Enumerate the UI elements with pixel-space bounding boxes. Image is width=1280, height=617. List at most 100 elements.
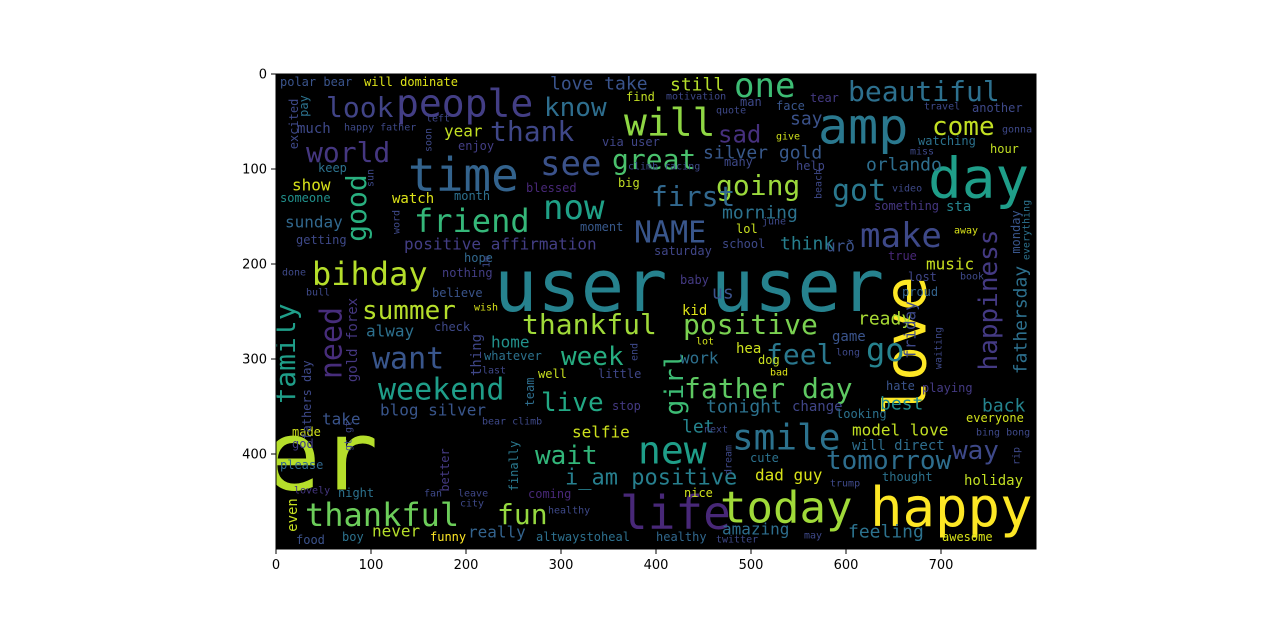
word-cloud-word: new [638, 428, 707, 472]
word-cloud-word: let [682, 416, 715, 437]
x-tick-label: 400 [644, 558, 669, 573]
word-cloud-word: god [292, 437, 314, 451]
word-cloud-word: model love [852, 421, 948, 440]
word-cloud-word: team [523, 378, 537, 407]
word-cloud-word: fan [424, 489, 442, 500]
word-cloud-word: want [372, 342, 444, 377]
word-cloud-word: orlando [866, 154, 942, 175]
word-cloud-word: live [541, 388, 604, 418]
word-cloud-word: away [954, 226, 978, 237]
word-cloud-word: change [792, 399, 843, 415]
x-tick-label: 600 [834, 558, 859, 573]
y-axis: 0 100 200 300 400 [242, 68, 276, 463]
word-cloud-word: happiness [974, 230, 1004, 371]
word-cloud-word: find [626, 90, 655, 104]
word-cloud-word: work [680, 349, 719, 368]
word-cloud-word: true [888, 249, 917, 263]
word-cloud-word: altwaystoheal [536, 530, 630, 544]
x-axis: 0 100 200 300 400 500 600 700 [272, 549, 953, 573]
word-cloud-word: hour [990, 142, 1019, 156]
word-cloud-word: soon [424, 128, 435, 152]
word-cloud-word: back [982, 395, 1026, 416]
word-cloud-word: NAME [634, 216, 706, 251]
plot-background [276, 74, 1036, 549]
word-cloud-word: got [832, 174, 886, 209]
word-cloud-word: getting [296, 233, 347, 247]
word-cloud-word: blessed [526, 181, 577, 195]
word-cloud-word: thing [469, 334, 485, 376]
word-cloud-word: motivation [666, 92, 726, 103]
word-cloud-word: first [651, 180, 735, 213]
word-cloud-word: looking [836, 407, 887, 421]
word-cloud-word: world [306, 136, 390, 169]
word-cloud-word: please [280, 458, 323, 472]
word-cloud-word: long [836, 348, 860, 359]
word-cloud-word: leave [458, 489, 488, 500]
word-cloud-word: bing bong [976, 428, 1030, 439]
word-cloud-word: beach [814, 169, 825, 199]
word-cloud-word: see [540, 144, 601, 184]
word-cloud-word: holiday [964, 473, 1023, 489]
word-cloud-word: even [285, 498, 301, 532]
word-cloud-word: polar bear [280, 75, 352, 89]
word-cloud-word: go [866, 331, 905, 369]
word-cloud-word: smile [732, 418, 840, 459]
word-cloud-word: bad [770, 368, 788, 379]
word-cloud-word: week [561, 342, 624, 372]
word-cloud-word: tonight [706, 396, 782, 417]
word-cloud-word: selfie [572, 423, 630, 442]
word-cloud-word: nice [684, 486, 713, 500]
word-cloud-word: ready [858, 308, 912, 329]
word-cloud-word: moment [580, 220, 623, 234]
word-cloud-word: gt gt [344, 421, 355, 451]
word-cloud-word: girl [660, 353, 690, 416]
word-cloud-word: keep [318, 161, 347, 175]
word-cloud-word: friend [414, 202, 530, 240]
word-cloud-word: still [670, 74, 724, 95]
word-cloud-word: book [960, 272, 984, 283]
word-cloud-word: pay [297, 95, 311, 117]
word-cloud-word: proud [902, 285, 938, 299]
word-cloud-word: hate [886, 379, 915, 393]
word-cloud-word: awesome [942, 530, 993, 544]
word-cloud-word: enjoy [458, 139, 494, 153]
word-cloud-word: father day [684, 372, 853, 405]
word-cloud-word: travel [924, 102, 960, 113]
word-cloud-word: way [952, 436, 999, 466]
word-cloud-word: stop [612, 399, 641, 413]
word-cloud-word: school [722, 237, 765, 251]
word-cloud-word: monday [1009, 210, 1023, 253]
word-cloud-word: going [716, 169, 800, 202]
word-cloud-word: fathers day [300, 360, 314, 439]
word-cloud-word: bihday [312, 255, 428, 293]
word-cloud-word: friday [901, 301, 920, 359]
word-cloud-word: need [315, 307, 350, 379]
word-cloud-word: one [734, 66, 795, 106]
word-cloud-word: waiting [934, 327, 945, 369]
word-cloud-word: healthy [548, 506, 590, 517]
word-cloud-word: many [724, 155, 753, 169]
word-cloud-word: bear climb [482, 417, 542, 428]
word-cloud-word: positive [683, 308, 818, 341]
word-cloud-word: gonna [1002, 125, 1032, 136]
word-cloud-word: say [790, 108, 823, 129]
word-cloud-word: finally [507, 441, 521, 492]
word-cloud-word: never [372, 522, 421, 541]
word-cloud-word: baby [680, 273, 709, 287]
word-cloud-word: big [618, 176, 640, 190]
word-cloud-word: miss [910, 147, 934, 158]
word-cloud-word: something [874, 199, 939, 213]
word-cloud-word: i_am positive [565, 466, 737, 491]
word-cloud-word: morning [722, 202, 798, 223]
word-cloud-word: watch [392, 191, 434, 207]
y-tick-label: 300 [242, 353, 267, 368]
word-cloud-word: happy father [344, 123, 416, 134]
word-cloud-word: dog [758, 353, 780, 367]
word-cloud-word: lot [696, 337, 714, 348]
word-cloud-word: feeling [848, 521, 924, 542]
word-cloud-word: lost [908, 270, 937, 284]
word-cloud-word: show [292, 176, 331, 195]
x-tick-label: 500 [739, 558, 764, 573]
y-tick-label: 100 [242, 163, 267, 178]
word-cloud-word: music [926, 255, 974, 274]
